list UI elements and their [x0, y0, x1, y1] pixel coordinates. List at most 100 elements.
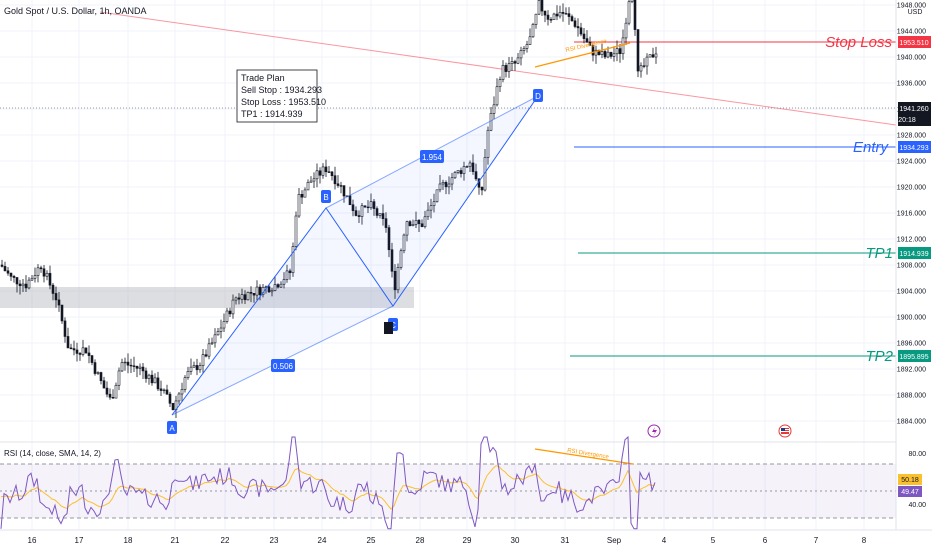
candle-body [402, 234, 406, 252]
candle-body [333, 175, 337, 185]
candle-body [213, 334, 217, 344]
flash-event-icon[interactable] [647, 424, 661, 438]
candle-body [33, 275, 37, 279]
candle-body [594, 49, 598, 56]
harmonic-pattern[interactable] [171, 95, 539, 416]
time-tick-label: 16 [28, 536, 37, 545]
candle-body [75, 349, 79, 354]
ratio-label-bd[interactable]: 1.954 [420, 150, 444, 163]
ratio-label-ac[interactable]: 0.506 [271, 359, 295, 372]
time-tick-labels: 16 17 18 21 22 23 24 25 28 29 30 31 Sep 4 5 6 7 8 [28, 536, 867, 545]
candle-body [558, 11, 562, 17]
candle-body [531, 24, 535, 38]
candle-body [78, 353, 82, 355]
candle-body [360, 205, 364, 217]
candle-body [534, 13, 538, 25]
candle-body [51, 284, 55, 294]
candle-body [648, 54, 652, 58]
candle-body [300, 194, 304, 198]
entry-label[interactable]: Entry [853, 139, 890, 156]
candle-body [84, 347, 88, 354]
candle-body [654, 53, 658, 58]
time-tick-label: 25 [367, 536, 376, 545]
candle-body [354, 210, 358, 216]
price-divergence-line[interactable] [534, 42, 631, 68]
time-tick-label: 18 [124, 536, 133, 545]
rsi-legend[interactable]: RSI (14, close, SMA, 14, 2) [4, 449, 101, 458]
candle-body [129, 364, 133, 367]
candle-body [498, 79, 502, 88]
stop-loss-label[interactable]: Stop Loss [825, 34, 892, 51]
tp1-label[interactable]: TP1 [865, 245, 893, 262]
candle-body [651, 54, 655, 58]
price-tick-label: 1936.000 [897, 81, 926, 88]
rsi-ma-tag: 50.18 [898, 474, 922, 485]
candle-body [90, 355, 94, 363]
candle-body [615, 48, 619, 55]
candle-body [426, 209, 430, 218]
stop-loss-price-tag: 1953.510 [898, 36, 931, 48]
candle-body [156, 377, 160, 390]
candle-body [471, 162, 475, 172]
point-c-text: C [390, 321, 396, 330]
tp2-label[interactable]: TP2 [865, 348, 893, 365]
candle-body [321, 166, 325, 176]
rsi-divergence-line[interactable] [534, 448, 634, 465]
candle-body [294, 215, 298, 247]
point-label-b[interactable]: B [321, 190, 331, 203]
candle-body [141, 366, 145, 372]
candle-body [192, 365, 196, 368]
candle-body [288, 270, 292, 274]
candle-body [303, 189, 307, 198]
point-label-a[interactable]: A [167, 421, 177, 434]
candle-body [309, 180, 313, 183]
candle-body [513, 61, 517, 64]
price-tick-label: 1928.000 [897, 133, 926, 140]
candle-body [387, 227, 391, 251]
candle-body [171, 402, 175, 411]
candle-body [582, 33, 586, 39]
candle-body [417, 219, 421, 225]
price-tick-label: 1944.000 [897, 29, 926, 36]
time-tick-label: 30 [511, 536, 520, 545]
candle-body [93, 362, 97, 374]
time-tick-label: 4 [662, 536, 667, 545]
candle-body [0, 264, 4, 267]
candle-body [234, 297, 238, 301]
candle-body [435, 189, 439, 203]
tp2-price-tag: 1895.895 [898, 350, 931, 362]
price-axis[interactable]: USD 1884.000 1888.000 1892.000 1896.000 1900… [895, 0, 932, 550]
demand-zone[interactable] [0, 287, 414, 308]
candle-body [285, 270, 289, 280]
symbol-title[interactable]: Gold Spot / U.S. Dollar, 1h, OANDA [4, 6, 147, 16]
candle-body [18, 283, 22, 287]
candle-body [216, 331, 220, 336]
candle-body [96, 372, 100, 374]
candle-body [570, 16, 574, 22]
candle-body [600, 51, 604, 55]
candle-body [189, 366, 193, 372]
stop-loss-tag-text: 1953.510 [899, 40, 928, 47]
time-axis[interactable]: 16 17 18 21 22 23 24 25 28 29 30 31 Sep 4 5 6 7 8 [0, 529, 932, 550]
price-tick-label: 1896.000 [897, 341, 926, 348]
pattern-legs [171, 95, 539, 416]
candle-body [42, 268, 46, 277]
price-tick-label: 1924.000 [897, 159, 926, 166]
candle-body [273, 284, 277, 291]
point-label-d[interactable]: D [533, 89, 543, 102]
candle-body [231, 299, 235, 315]
price-tick-label: 1908.000 [897, 263, 926, 270]
candle-body [105, 387, 109, 395]
candle-body [81, 347, 85, 355]
us-flag-event-icon[interactable] [778, 424, 792, 438]
candle-body [225, 310, 229, 322]
candle-body [114, 384, 118, 399]
trade-plan-box[interactable]: Trade Plan Sell Stop : 1934.293 Stop Los… [236, 69, 326, 123]
trend-line[interactable] [99, 11, 897, 126]
candle-body [480, 186, 484, 191]
candle-body [210, 342, 214, 345]
candle-body [543, 10, 547, 16]
candle-body [138, 366, 142, 369]
